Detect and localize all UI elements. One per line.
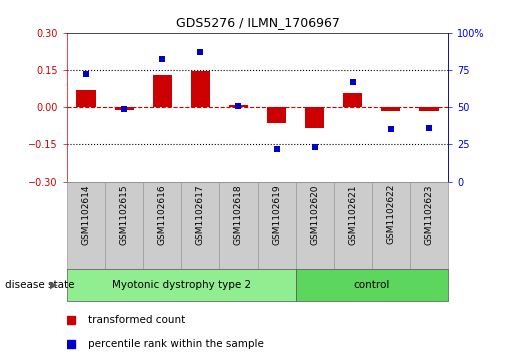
- Text: GSM1102623: GSM1102623: [424, 184, 434, 245]
- Text: GSM1102616: GSM1102616: [158, 184, 167, 245]
- Bar: [296, 269, 448, 301]
- Bar: [219, 182, 258, 269]
- Text: Myotonic dystrophy type 2: Myotonic dystrophy type 2: [112, 280, 251, 290]
- Point: [425, 125, 433, 131]
- Text: control: control: [354, 280, 390, 290]
- Point: [349, 79, 357, 85]
- Bar: [229, 105, 248, 107]
- Text: disease state: disease state: [5, 280, 75, 290]
- Text: GSM1102617: GSM1102617: [196, 184, 205, 245]
- Bar: [258, 182, 296, 269]
- Bar: [67, 269, 296, 301]
- Text: GSM1102614: GSM1102614: [81, 184, 91, 245]
- Bar: [305, 107, 324, 128]
- Point: [120, 106, 128, 111]
- Text: GDS5276 / ILMN_1706967: GDS5276 / ILMN_1706967: [176, 16, 339, 29]
- Bar: [382, 107, 401, 111]
- Text: GSM1102621: GSM1102621: [348, 184, 357, 245]
- Point: [196, 49, 204, 55]
- Bar: [191, 71, 210, 107]
- Point: [234, 103, 243, 109]
- Bar: [153, 75, 172, 107]
- Point: [311, 144, 319, 150]
- Point: [82, 72, 90, 77]
- Bar: [372, 182, 410, 269]
- Bar: [67, 182, 105, 269]
- Text: transformed count: transformed count: [88, 315, 185, 325]
- Bar: [114, 107, 134, 110]
- Bar: [267, 107, 286, 123]
- Bar: [296, 182, 334, 269]
- Text: GSM1102620: GSM1102620: [310, 184, 319, 245]
- Bar: [105, 182, 143, 269]
- Text: GSM1102618: GSM1102618: [234, 184, 243, 245]
- Bar: [410, 182, 448, 269]
- Point: [272, 146, 281, 152]
- Bar: [334, 182, 372, 269]
- Bar: [181, 182, 219, 269]
- Bar: [344, 93, 363, 107]
- Bar: [76, 90, 96, 107]
- Text: GSM1102619: GSM1102619: [272, 184, 281, 245]
- Text: percentile rank within the sample: percentile rank within the sample: [88, 339, 264, 349]
- Text: GSM1102622: GSM1102622: [386, 184, 396, 245]
- Bar: [143, 182, 181, 269]
- Point: [158, 57, 166, 62]
- Point: [387, 127, 395, 132]
- Text: ▶: ▶: [50, 280, 58, 290]
- Text: GSM1102615: GSM1102615: [119, 184, 129, 245]
- Bar: [419, 107, 439, 111]
